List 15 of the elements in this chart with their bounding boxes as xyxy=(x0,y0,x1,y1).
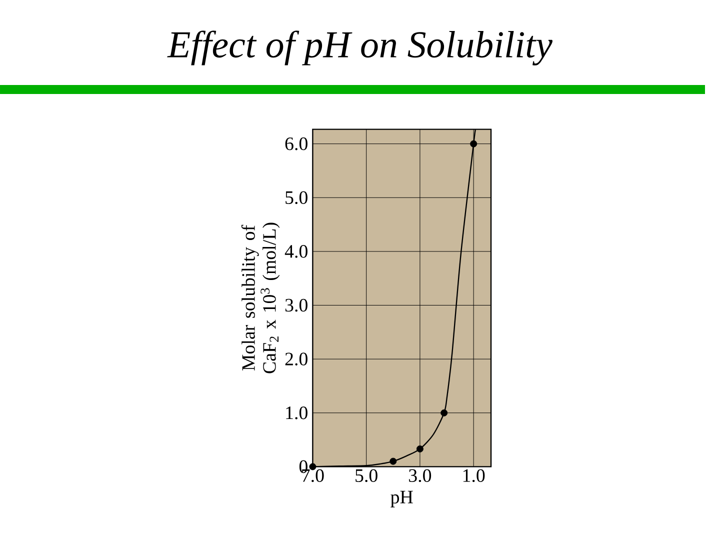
point xyxy=(416,445,424,452)
y-tick-label: 6.0 xyxy=(285,137,308,150)
chart-title: Effect of pH on Solubility xyxy=(167,30,552,66)
y-tick-label: 5.0 xyxy=(286,191,308,204)
point xyxy=(440,409,448,416)
x-tick-label: 1.0 xyxy=(463,469,485,482)
x-tick-label: 3.0 xyxy=(409,469,432,482)
y-tick-label: 4.0 xyxy=(284,245,308,258)
x-tick-label: 5.0 xyxy=(356,469,378,482)
y-tick-label: 2.0 xyxy=(285,352,308,366)
y-tick-label: 1.0 xyxy=(286,406,308,420)
point xyxy=(470,140,478,148)
point xyxy=(390,458,397,465)
y-tick-label: 3.0 xyxy=(285,298,308,312)
x-axis-title: pH xyxy=(390,490,413,508)
